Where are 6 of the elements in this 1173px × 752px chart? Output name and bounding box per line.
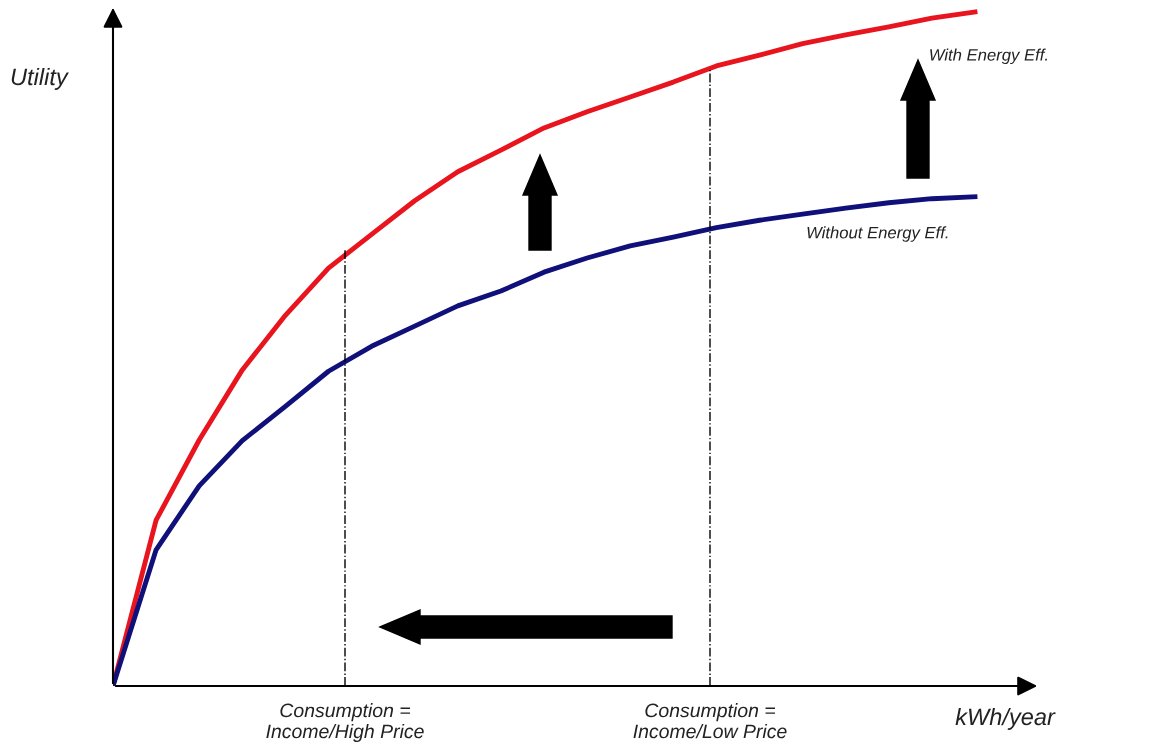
y-axis-title: Utility (11, 67, 69, 90)
text: Consumption = Income/Low Price (633, 703, 787, 739)
series-label: Without Energy Eff. (807, 226, 948, 242)
text: Consumption = Income/High Price (266, 703, 424, 743)
x-axis-title: kWh/year (955, 707, 1056, 730)
series-label: With Energy Eff. (930, 48, 1047, 65)
